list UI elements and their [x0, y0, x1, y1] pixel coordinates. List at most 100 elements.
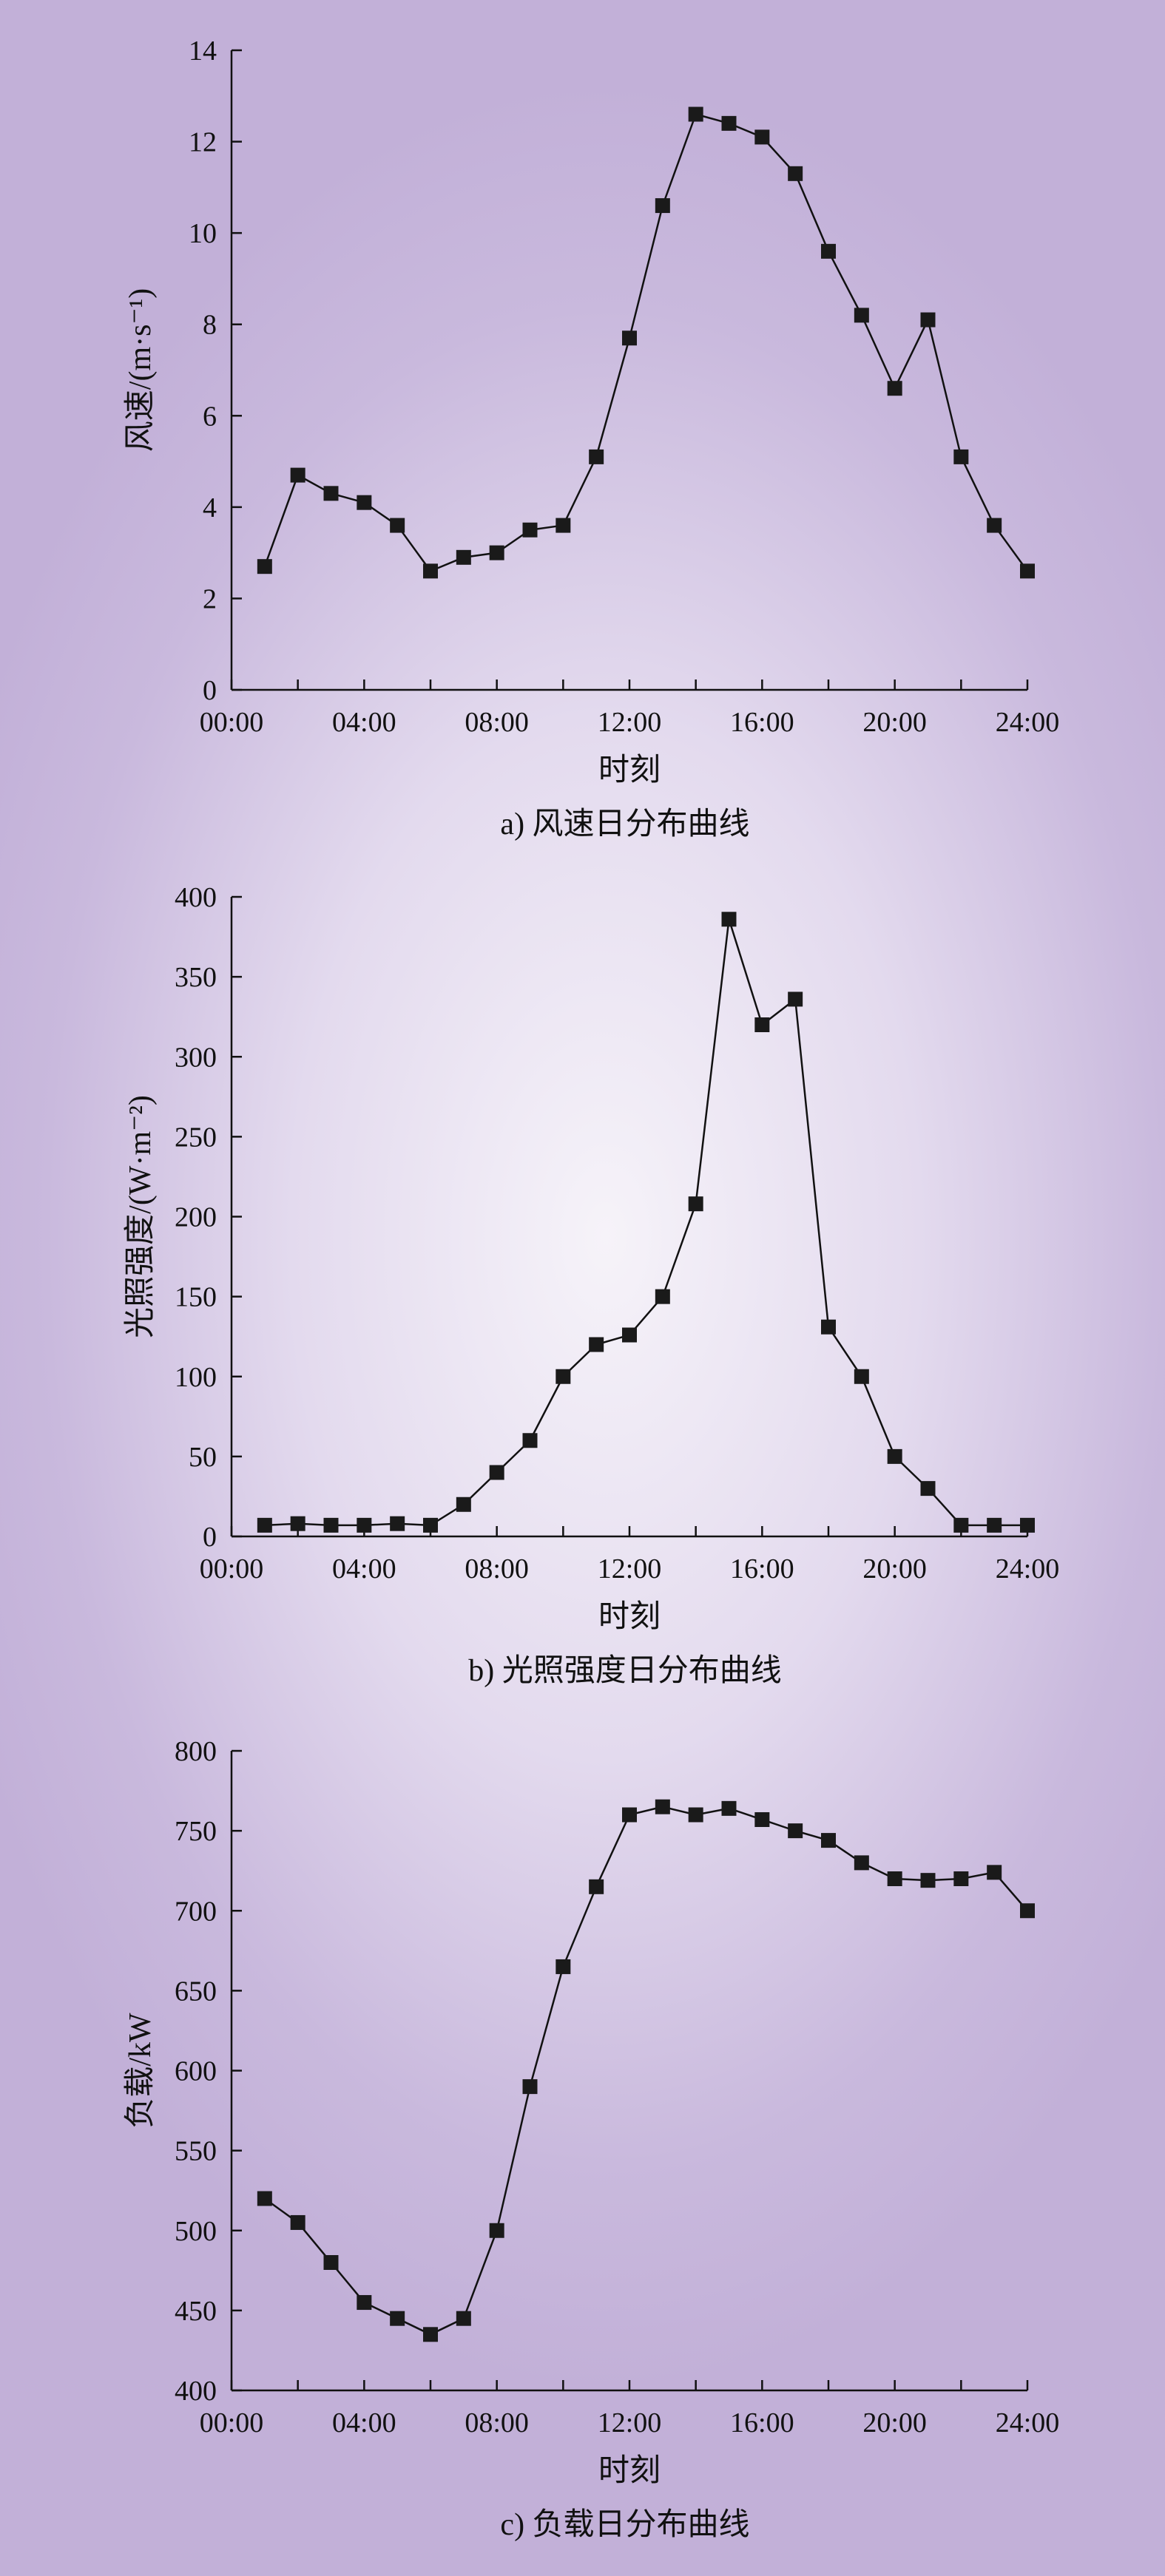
x-tick-label: 04:00 [332, 707, 396, 738]
data-point [290, 1516, 305, 1531]
y-axis-title: 风速/(m·s⁻¹) [124, 288, 158, 452]
data-point [489, 545, 504, 560]
x-tick-label: 20:00 [862, 1553, 927, 1584]
x-tick-label: 16:00 [730, 1553, 794, 1584]
data-point [953, 449, 969, 464]
chart-panel-1: 0 2 4 6 8 10 12 14 00:00 04:00 08:00 12:00 16:00 20:0… [124, 35, 1059, 841]
figure-caption: b) 光照强度日分布曲线 [468, 1654, 782, 1688]
data-point [754, 1811, 770, 1827]
data-point [456, 549, 471, 565]
data-point [754, 129, 770, 145]
x-tick-label: 08:00 [465, 707, 529, 738]
x-tick-label: 00:00 [200, 2407, 264, 2438]
y-tick-label: 4 [203, 492, 217, 523]
y-tick-label: 50 [189, 1442, 217, 1473]
data-point [721, 1800, 737, 1816]
y-tick-label: 0 [203, 675, 217, 706]
data-point [522, 2079, 538, 2095]
data-point [257, 2191, 272, 2206]
y-tick-label: 750 [175, 1816, 217, 1847]
x-tick-label: 00:00 [200, 1553, 264, 1584]
y-tick-label: 300 [175, 1042, 217, 1073]
data-point [655, 1799, 670, 1814]
y-tick-label: 12 [189, 127, 217, 158]
data-point [323, 1517, 339, 1533]
x-tick-label: 04:00 [332, 2407, 396, 2438]
data-point [821, 1833, 836, 1848]
data-point [953, 1871, 969, 1886]
figure-caption: c) 负载日分布曲线 [500, 2508, 749, 2542]
data-point [456, 2311, 471, 2326]
chart-panel-3: 400 450 500 550 600 650 700 750 800 00:00 04:00 08:… [124, 1736, 1059, 2542]
y-tick-label: 600 [175, 2056, 217, 2087]
data-point [589, 449, 604, 464]
data-point [854, 1369, 869, 1384]
y-tick-label: 400 [175, 882, 217, 913]
data-point [522, 1433, 538, 1448]
y-tick-label: 10 [189, 218, 217, 249]
y-tick-label: 2 [203, 583, 217, 614]
data-point [1020, 1517, 1035, 1533]
data-point [987, 1517, 1002, 1533]
x-tick-label: 24:00 [996, 1553, 1060, 1584]
data-point [688, 1807, 703, 1823]
x-tick-label: 16:00 [730, 2407, 794, 2438]
data-point [622, 1807, 637, 1823]
data-point [556, 1369, 571, 1384]
data-point [721, 912, 737, 927]
data-point [655, 1289, 670, 1304]
data-point [688, 1196, 703, 1212]
data-point [953, 1517, 969, 1533]
data-point [456, 1497, 471, 1512]
y-tick-label: 6 [203, 401, 217, 432]
data-point [920, 312, 936, 328]
x-tick-label: 12:00 [598, 2407, 662, 2438]
data-point [556, 1959, 571, 1974]
y-tick-label: 14 [189, 35, 217, 67]
data-point [390, 518, 405, 533]
data-point [589, 1879, 604, 1894]
data-point [721, 115, 737, 131]
data-point [854, 1855, 869, 1871]
data-point [257, 1517, 272, 1533]
data-point [357, 2295, 372, 2311]
data-point [821, 243, 836, 259]
data-point [754, 1017, 770, 1032]
x-tick-label: 08:00 [465, 1553, 529, 1584]
data-point [489, 1465, 504, 1480]
x-tick-label: 08:00 [465, 2407, 529, 2438]
x-tick-label: 04:00 [332, 1553, 396, 1584]
y-tick-label: 650 [175, 1976, 217, 2007]
data-point [257, 559, 272, 574]
data-point [290, 2214, 305, 2230]
y-tick-label: 200 [175, 1202, 217, 1233]
data-point [556, 518, 571, 533]
series-line [264, 1806, 1028, 2336]
data-point [788, 166, 803, 181]
data-point [987, 1865, 1002, 1880]
data-point [821, 1319, 836, 1335]
x-axis-title: 时刻 [598, 1600, 661, 1634]
series-line [263, 113, 1029, 572]
data-point [920, 1481, 936, 1497]
data-point [887, 381, 902, 396]
x-tick-label: 20:00 [862, 707, 927, 738]
series-line [264, 918, 1027, 1527]
x-tick-label: 20:00 [862, 2407, 927, 2438]
data-point [788, 1823, 803, 1839]
data-point [1020, 563, 1035, 579]
data-point [622, 331, 637, 346]
data-point [1020, 1903, 1035, 1919]
x-tick-label: 24:00 [996, 707, 1060, 738]
data-point [423, 1517, 438, 1533]
y-tick-label: 450 [175, 2296, 217, 2327]
y-axis-title: 负载/kW [124, 2013, 158, 2129]
y-tick-label: 800 [175, 1736, 217, 1767]
x-tick-label: 00:00 [200, 707, 264, 738]
data-point [987, 518, 1002, 533]
data-point [489, 2223, 504, 2238]
y-tick-label: 400 [175, 2376, 217, 2407]
data-point [887, 1871, 902, 1886]
x-tick-label: 16:00 [730, 707, 794, 738]
